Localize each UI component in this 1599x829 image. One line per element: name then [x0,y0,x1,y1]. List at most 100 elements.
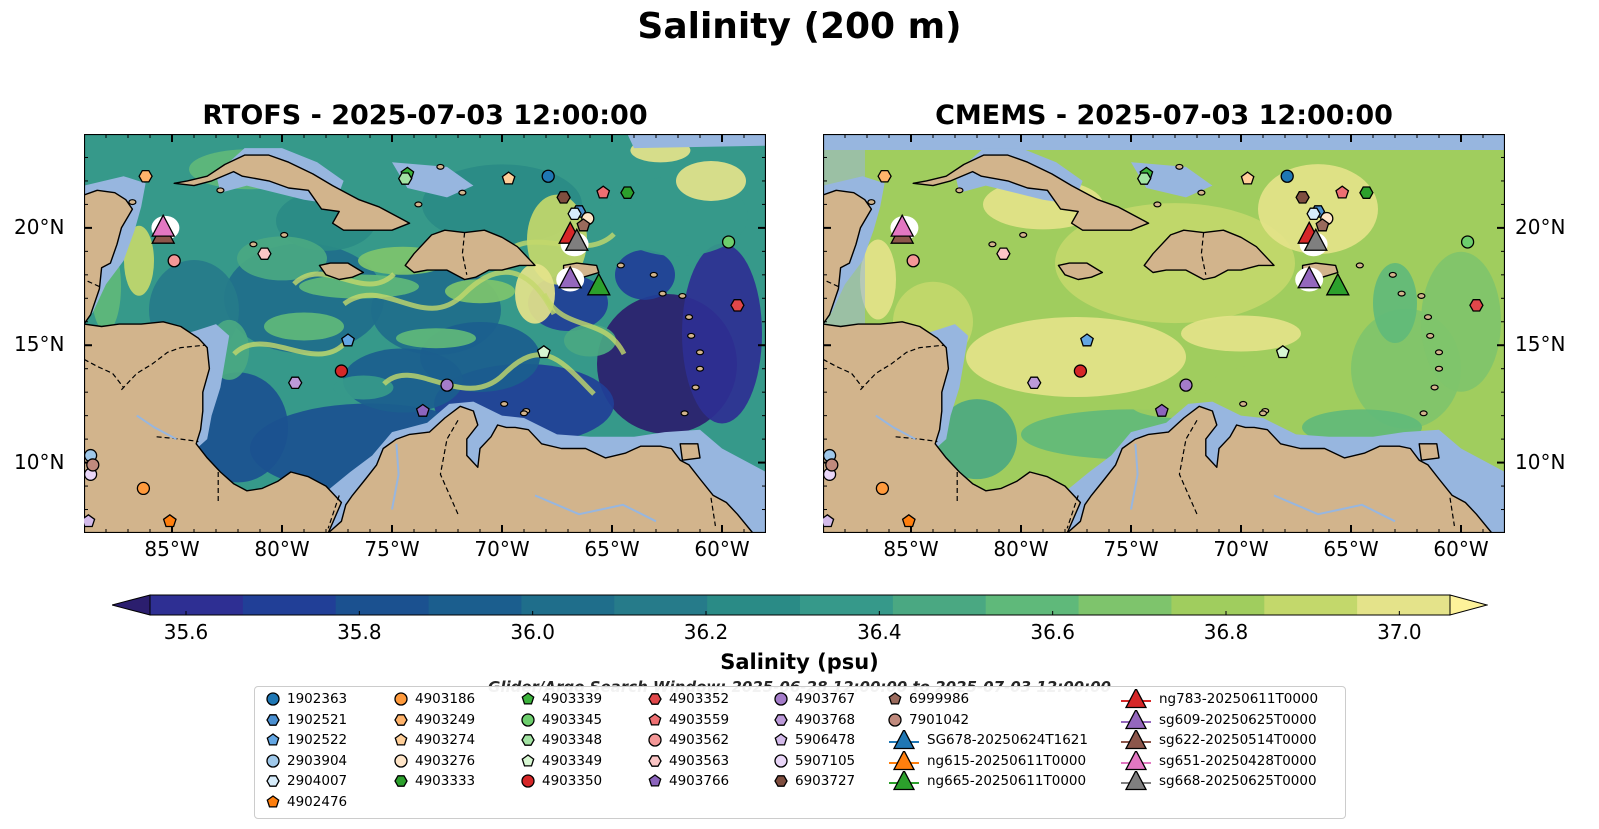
legend-label: 6999986 [909,691,970,707]
lat-tick-label-right: 20°N [1515,214,1566,239]
argo-float-4903349 [1275,344,1290,359]
legend-marker-4903348 [521,734,535,747]
legend-item: 5906478 [773,730,855,750]
legend-label: 2903904 [287,752,348,769]
float-legend-marker [266,754,280,768]
main-title: Salinity (200 m) [637,6,962,47]
legend-marker-4903186 [394,692,408,706]
legend-item: ng783-20250611T0000 [1119,689,1318,709]
lat-tick-label: 15°N [14,332,65,357]
legend-item: ng615-20250611T0000 [887,750,1086,771]
lat-tick-label-right: 15°N [1515,332,1566,357]
glider-legend-marker [1121,730,1151,750]
legend-marker-4903562 [648,733,662,747]
argo-float-1902522 [341,333,355,347]
legend-marker-4903249 [394,713,408,726]
lon-tick-label: 65°W [1323,537,1379,561]
argo-float-7901042 [86,458,100,472]
legend-label: sg622-20250514T0000 [1159,732,1317,749]
lon-tick-label: 85°W [144,537,200,561]
legend-label: sg609-20250625T0000 [1159,711,1317,728]
argo-float-4903768 [287,376,303,390]
legend-marker-4903333 [394,775,408,788]
float-legend-marker [521,774,535,789]
glider-sg668-20250625T0000 [1303,227,1328,251]
legend-item: 4903249 [393,710,475,730]
argo-float-4903559 [596,185,611,199]
lon-tick-label: 70°W [1213,537,1269,561]
argo-float-4903345 [1460,235,1475,249]
lon-tick-label: 60°W [1433,537,1489,561]
lon-tick-label: 85°W [883,537,939,561]
argo-float-4903333 [1359,186,1374,199]
cmems-panel-title: CMEMS - 2025-07-03 12:00:00 [935,100,1393,131]
argo-float-4903562 [906,254,920,268]
lon-tick-label: 80°W [993,537,1049,561]
legend-marker-sg668-20250625T0000 [1124,771,1148,791]
float-legend-marker [648,754,662,767]
legend-item: sg651-20250428T0000 [1119,750,1317,771]
lon-tick-label: 75°W [1103,537,1159,561]
legend-marker-4902476 [266,795,280,808]
argo-float-4903186 [136,481,151,496]
float-legend-marker [394,692,408,706]
legend-marker-4903559 [648,712,662,726]
legend-label: sg651-20250428T0000 [1159,752,1317,769]
rtofs-salinity-map [84,134,766,533]
legend-label: 1902522 [287,732,348,749]
legend-item: 4903563 [647,751,729,771]
legend-label: ng783-20250611T0000 [1159,691,1319,707]
glider-ng665-20250611T0000 [1325,272,1350,296]
legend-marker-4903563 [648,754,662,767]
legend-marker-1902522 [266,733,280,746]
lat-tick-label: 20°N [14,214,65,239]
float-legend-marker [774,733,788,746]
argo-float-4903348 [397,172,413,185]
legend-label: SG678-20250624T1621 [927,732,1088,749]
float-legend-marker [521,753,535,767]
glider-legend-marker [1121,709,1151,729]
argo-float-4903767 [440,378,454,392]
legend-label: 1902363 [287,691,348,707]
legend-label: 4903186 [415,691,476,707]
lon-tick-label: 70°W [474,537,530,561]
legend-marker-1902521 [266,713,280,726]
colorbar-tick-label: 37.0 [1377,620,1422,644]
float-legend-marker [266,713,280,726]
argo-float-4903766 [415,403,430,417]
float-legend-marker [648,712,662,726]
argo-float-4903766 [1154,403,1169,417]
legend-item: 4903559 [647,710,729,730]
glider-legend-marker [889,771,919,791]
argo-float-1902363 [541,169,555,183]
colorbar-tick-label: 35.6 [163,620,209,644]
legend-item: 1902521 [265,710,347,730]
float-legend-marker [394,754,408,768]
colorbar-tick-label: 36.8 [1203,620,1249,644]
argo-float-4903768 [1026,376,1042,390]
glider-legend-marker [889,750,919,770]
legend-item: 4903274 [393,730,475,750]
legend-label: 4903345 [542,711,603,728]
legend-marker-4903349 [521,753,535,767]
float-legend-marker [774,754,788,768]
lat-tick-label-right: 10°N [1515,449,1566,474]
legend-marker-ng665-20250611T0000 [892,771,916,791]
legend-marker-4903350 [521,774,535,789]
argo-float-4903352 [730,299,745,312]
legend-item: 4903333 [393,771,475,791]
argo-float-6903727 [1295,191,1310,204]
legend-item: 4903349 [520,751,602,771]
rtofs-panel-title: RTOFS - 2025-07-03 12:00:00 [202,100,648,131]
argo-float-4903350 [334,364,349,378]
argo-float-7901042 [825,458,839,472]
legend-label: 4903562 [669,732,730,749]
argo-float-4903563 [257,247,272,260]
float-legend-marker [394,733,408,746]
legend-label: 4903348 [542,732,603,749]
argo-float-1902363 [1280,169,1294,183]
argo-float-4903767 [1179,378,1193,392]
argo-float-6999986 [1315,218,1330,232]
legend-label: 4903563 [669,752,730,769]
argo-float-2904007 [567,207,582,221]
